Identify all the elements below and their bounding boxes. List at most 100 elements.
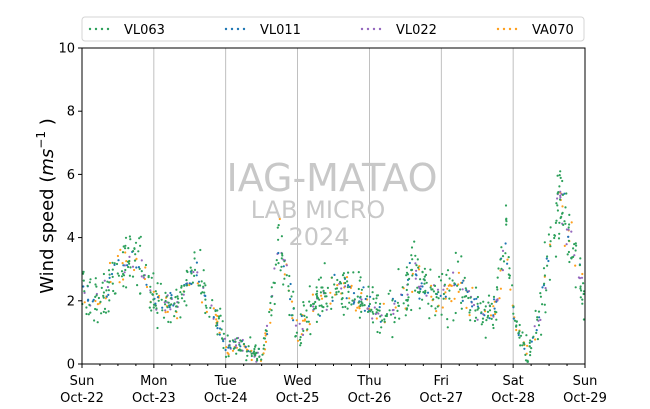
data-point [200, 280, 203, 283]
data-point [135, 257, 138, 260]
data-point [317, 313, 320, 316]
data-point [325, 295, 328, 298]
data-point [512, 305, 515, 308]
data-point [476, 302, 479, 305]
data-point [429, 286, 432, 289]
data-point [434, 307, 437, 310]
data-point [122, 272, 125, 276]
data-point [371, 291, 374, 294]
data-point [492, 326, 495, 330]
data-point [240, 349, 243, 352]
data-point [169, 291, 172, 295]
data-point [375, 317, 378, 320]
data-point [342, 313, 345, 316]
data-point [513, 319, 517, 322]
data-point [417, 268, 421, 271]
data-point [449, 284, 452, 287]
data-point [150, 276, 153, 279]
data-point [279, 269, 282, 272]
data-point [94, 277, 97, 280]
data-point [87, 313, 90, 316]
y-axis-label-main: Wind speed ( [37, 176, 58, 294]
data-point [535, 331, 538, 334]
data-point [391, 299, 394, 302]
data-point [568, 260, 571, 264]
data-point [363, 304, 366, 307]
data-point [519, 344, 522, 347]
data-point [394, 316, 397, 319]
data-point [193, 257, 196, 260]
data-point [456, 284, 459, 287]
data-point [561, 179, 564, 183]
legend-marker [224, 27, 228, 31]
data-point [443, 283, 446, 286]
data-point [314, 300, 317, 304]
data-point [364, 297, 367, 301]
data-point [176, 295, 179, 298]
data-point [460, 301, 463, 304]
data-point [211, 299, 214, 302]
data-point [260, 358, 263, 361]
data-point [117, 274, 120, 277]
data-point [473, 319, 477, 323]
data-point [145, 283, 148, 286]
legend-item-vl063: VL063 [88, 23, 165, 38]
data-point [405, 299, 408, 302]
data-point [329, 291, 332, 294]
data-point [124, 244, 127, 247]
data-point [129, 238, 132, 241]
legend-box [81, 16, 585, 42]
data-point [482, 300, 485, 303]
data-point [102, 296, 105, 299]
data-point [426, 291, 430, 294]
data-point [132, 250, 135, 253]
data-point [152, 290, 155, 293]
data-point [454, 251, 457, 254]
data-point [414, 262, 417, 265]
data-point [422, 291, 425, 294]
data-point [308, 285, 311, 288]
data-point [495, 286, 499, 289]
data-point [411, 258, 414, 261]
data-point [324, 292, 327, 295]
data-point [371, 310, 374, 314]
data-point [154, 304, 157, 307]
data-point [301, 327, 304, 331]
data-point [526, 344, 529, 347]
data-point [161, 309, 164, 312]
data-point [333, 283, 336, 286]
data-point [137, 250, 140, 253]
watermark-line-2: LAB MICRO [251, 196, 386, 224]
data-point [465, 289, 468, 292]
data-point [491, 323, 495, 326]
data-point [183, 284, 186, 287]
data-point [164, 291, 167, 294]
data-point [486, 310, 490, 313]
data-point [235, 352, 238, 355]
data-point [96, 321, 99, 324]
data-point [411, 274, 414, 277]
data-point [532, 335, 535, 338]
data-point [471, 286, 474, 289]
data-point [539, 295, 543, 298]
data-point [156, 282, 159, 285]
legend-label: VA070 [532, 23, 574, 38]
data-point [508, 267, 511, 270]
data-point [202, 269, 205, 272]
data-point [204, 304, 207, 307]
data-point [508, 276, 511, 280]
data-point [419, 278, 422, 281]
data-point [140, 275, 143, 278]
data-point [319, 291, 322, 294]
data-point [452, 319, 455, 322]
data-point [269, 301, 272, 305]
series-vl063 [81, 170, 586, 363]
data-point [234, 344, 238, 347]
data-point [102, 294, 105, 297]
data-point [483, 314, 486, 317]
data-point [561, 193, 565, 196]
data-point [308, 323, 311, 326]
y-axis: 0 2 4 6 8 10 [58, 42, 82, 373]
x-axis: Sun Oct-22 Mon Oct-23 Tue Oct-24 Wed Oct-25 Thu O… [60, 364, 607, 406]
data-point [249, 350, 252, 353]
